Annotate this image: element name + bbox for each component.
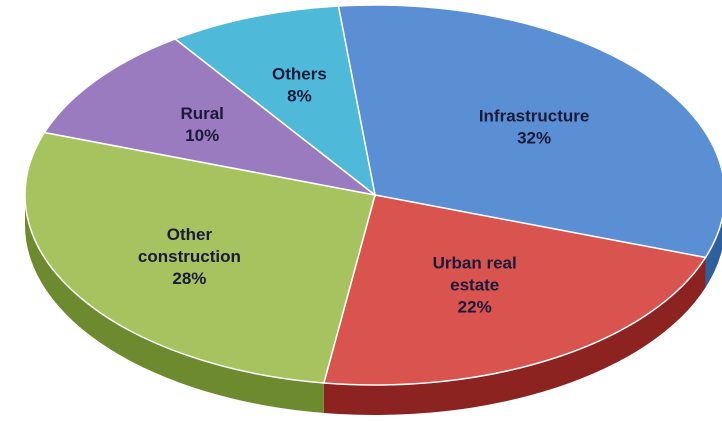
slice-value-label: 8%: [287, 87, 312, 106]
pie-side-2-0: [25, 195, 324, 413]
slice-category-label: Urban real: [433, 253, 517, 272]
slice-category-label: Infrastructure: [479, 107, 590, 126]
slice-value-label: 22%: [458, 297, 492, 316]
slice-category-label: construction: [138, 247, 241, 266]
slice-category-label: estate: [450, 275, 499, 294]
slice-category-label: Others: [272, 65, 327, 84]
slice-value-label: 32%: [517, 129, 551, 148]
slice-label-0: Infrastructure 32%: [479, 107, 590, 148]
pie-side-0-0: [705, 219, 722, 288]
slice-label-2: Other construction 28%: [138, 225, 241, 288]
pie-sides: [25, 195, 722, 415]
slice-value-label: 28%: [172, 269, 206, 288]
slice-value-label: 10%: [185, 126, 219, 145]
pie-side-1-0: [323, 257, 706, 415]
slice-category-label: Other: [167, 225, 213, 244]
slice-label-4: Others 8%: [272, 65, 327, 106]
pie-slice-0: [337, 4, 722, 259]
pie-slice-2: [24, 131, 376, 384]
pie-slice-4: [173, 5, 377, 197]
slice-category-label: Rural: [180, 104, 223, 123]
pie-labels: Infrastructure 32% Urban real estate 22% Othe…: [138, 65, 589, 317]
pie-slice-3: [43, 38, 376, 196]
pie-slices: [24, 4, 722, 386]
pie-slice-1: [322, 194, 707, 386]
slice-label-3: Rural 10%: [180, 104, 223, 145]
slice-label-1: Urban real estate 22%: [433, 253, 517, 316]
